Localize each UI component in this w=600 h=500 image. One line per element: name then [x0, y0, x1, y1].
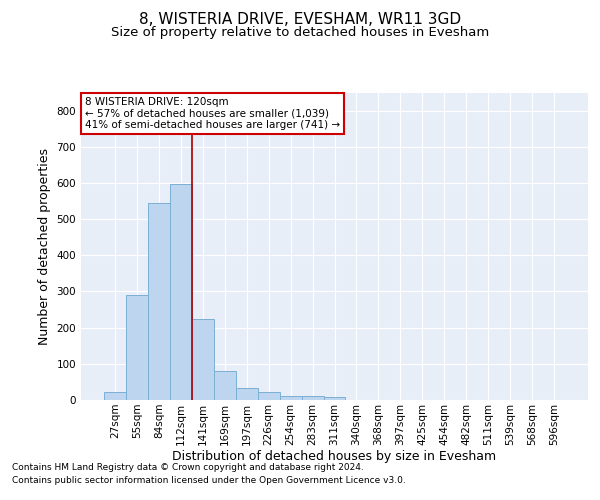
X-axis label: Distribution of detached houses by size in Evesham: Distribution of detached houses by size …	[172, 450, 497, 464]
Bar	[126, 295, 148, 400]
Text: 8 WISTERIA DRIVE: 120sqm
← 57% of detached houses are smaller (1,039)
41% of sem: 8 WISTERIA DRIVE: 120sqm ← 57% of detach…	[85, 97, 340, 130]
Text: Contains HM Land Registry data © Crown copyright and database right 2024.: Contains HM Land Registry data © Crown c…	[12, 462, 364, 471]
Y-axis label: Number of detached properties: Number of detached properties	[38, 148, 51, 345]
Bar	[148, 203, 170, 400]
Bar	[280, 396, 302, 400]
Text: Size of property relative to detached houses in Evesham: Size of property relative to detached ho…	[111, 26, 489, 39]
Text: Contains public sector information licensed under the Open Government Licence v3: Contains public sector information licen…	[12, 476, 406, 485]
Bar	[214, 371, 236, 400]
Bar	[323, 398, 346, 400]
Bar	[302, 396, 323, 400]
Bar	[257, 392, 280, 400]
Bar	[192, 320, 214, 400]
Text: 8, WISTERIA DRIVE, EVESHAM, WR11 3GD: 8, WISTERIA DRIVE, EVESHAM, WR11 3GD	[139, 12, 461, 28]
Bar	[170, 184, 192, 400]
Bar	[236, 388, 257, 400]
Bar	[104, 392, 126, 400]
